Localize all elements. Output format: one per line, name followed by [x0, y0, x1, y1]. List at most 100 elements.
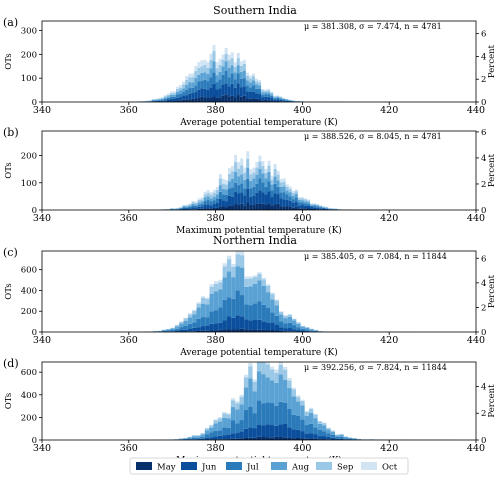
bar-oct — [316, 203, 320, 205]
bar-aug — [215, 75, 219, 83]
bar-jun — [200, 326, 206, 331]
bar-jul — [276, 97, 280, 100]
bar-oct — [248, 276, 253, 279]
bar-jul — [206, 200, 210, 205]
bar-may — [267, 203, 271, 210]
bar-jul — [196, 318, 201, 328]
bar-aug — [319, 206, 323, 208]
bar-sep — [222, 266, 227, 278]
bar-oct — [218, 58, 222, 65]
bar-jun — [197, 89, 201, 98]
bar-aug — [322, 207, 326, 208]
bar-jul — [278, 321, 284, 328]
bar-sep — [245, 75, 249, 81]
bar-jun — [234, 192, 238, 205]
bar-oct — [222, 411, 227, 414]
bar-oct — [265, 284, 271, 286]
bar-jul — [306, 203, 311, 206]
bar-may — [166, 101, 170, 102]
bar-sep — [288, 188, 292, 193]
bar-aug — [330, 431, 336, 435]
bar-aug — [224, 189, 228, 195]
bar-aug — [215, 194, 219, 199]
bar-jul — [200, 317, 206, 327]
bar-oct — [310, 203, 314, 204]
bar-sep — [326, 428, 331, 430]
bar-may — [306, 208, 311, 210]
bar-may — [249, 204, 253, 210]
bar-oct — [188, 203, 192, 205]
bar-oct — [288, 186, 292, 189]
right-tick-label: 4 — [481, 382, 486, 392]
bar-jul — [179, 93, 183, 98]
bar-jul — [258, 88, 262, 94]
bar-sep — [335, 434, 340, 436]
bar-aug — [237, 176, 241, 186]
panel-label: (a) — [3, 16, 18, 29]
bar-aug — [296, 323, 301, 328]
bar-jul — [203, 79, 207, 89]
bar-jul — [300, 328, 306, 331]
bar-oct — [261, 161, 265, 167]
bar-jul — [288, 196, 292, 201]
bar-aug — [279, 97, 283, 99]
bar-jul — [206, 81, 210, 90]
bar-may — [270, 205, 274, 210]
bar-jun — [231, 317, 236, 330]
bar-sep — [197, 199, 201, 203]
bar-sep — [322, 206, 326, 208]
bar-sep — [226, 414, 231, 419]
bar-sep — [237, 168, 241, 177]
bar-jul — [213, 430, 218, 437]
bar-aug — [317, 423, 322, 430]
bar-sep — [170, 327, 175, 329]
y-tick-label: 200 — [21, 307, 37, 317]
bar-sep — [282, 98, 286, 99]
bar-oct — [240, 158, 244, 166]
bar-jul — [325, 208, 329, 209]
bar-jun — [179, 209, 183, 210]
bar-may — [222, 329, 227, 332]
bar-oct — [274, 299, 279, 301]
bar-jun — [226, 316, 232, 330]
bar-sep — [278, 364, 283, 375]
bar-sep — [265, 285, 271, 293]
bar-sep — [215, 68, 219, 76]
bar-jul — [255, 183, 259, 193]
bar-jun — [313, 207, 317, 209]
bar-sep — [257, 274, 262, 281]
bar-sep — [249, 174, 253, 181]
bar-oct — [303, 198, 307, 200]
bar-sep — [276, 174, 280, 181]
bar-jul — [269, 403, 275, 426]
bar-sep — [274, 300, 279, 306]
bar-aug — [243, 387, 249, 411]
x-tick-label: 340 — [33, 443, 51, 454]
bar-may — [235, 438, 240, 440]
bar-jun — [274, 425, 279, 437]
bar-may — [226, 439, 231, 440]
bar-jul — [161, 330, 167, 332]
bar-aug — [182, 206, 186, 208]
bar-jun — [325, 208, 329, 210]
bar-aug — [276, 96, 280, 98]
bar-oct — [187, 313, 193, 315]
bar-jul — [239, 295, 245, 317]
bar-aug — [183, 320, 188, 326]
bar-oct — [248, 75, 252, 79]
bar-jun — [236, 83, 240, 96]
bar-may — [308, 438, 314, 440]
bar-jul — [261, 403, 266, 426]
x-tick-label: 380 — [207, 443, 225, 454]
bar-aug — [335, 435, 340, 437]
bar-sep — [287, 314, 293, 317]
bar-may — [273, 101, 277, 102]
bar-oct — [270, 175, 274, 180]
bar-jul — [221, 74, 225, 85]
bar-jun — [242, 86, 246, 96]
legend-frame — [129, 457, 409, 475]
bar-oct — [279, 96, 283, 97]
bar-jun — [228, 195, 232, 206]
bar-oct — [217, 417, 223, 419]
bar-jul — [224, 71, 228, 84]
